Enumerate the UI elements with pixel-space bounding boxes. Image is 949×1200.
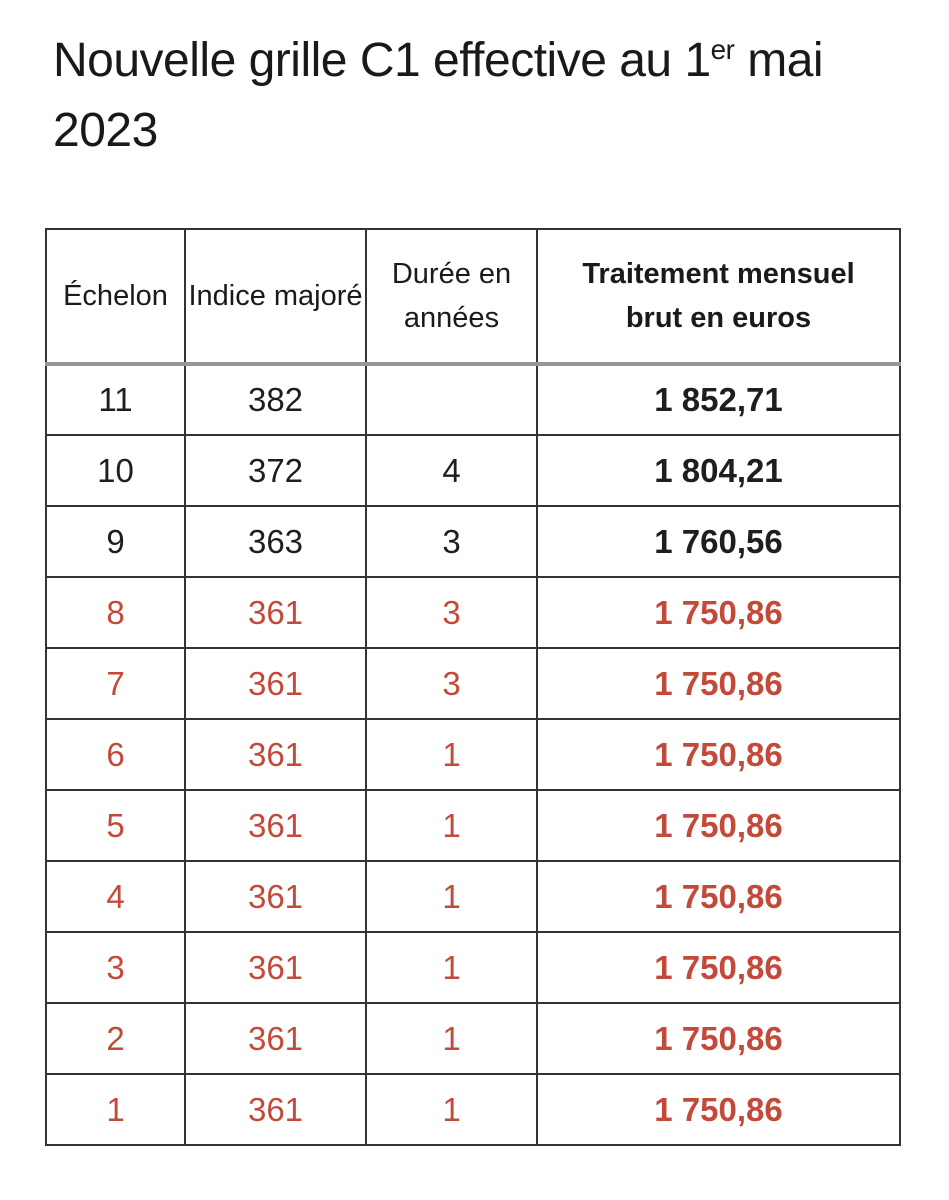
table-row: 1 361 1 1 750,86 <box>45 1073 901 1146</box>
table-row: 6 361 1 1 750,86 <box>45 718 901 791</box>
indice-majore-cell: 363 <box>184 505 367 578</box>
echelon-cell: 3 <box>45 931 186 1004</box>
header-echelon-label: Échelon <box>63 280 168 312</box>
traitement-mensuel-cell: 1 750,86 <box>536 789 901 862</box>
header-duree-annees-line2: années <box>403 302 500 334</box>
table-row: 9 363 3 1 760,56 <box>45 505 901 578</box>
header-indice-majore: Indice majoré <box>184 228 367 366</box>
table-row: 8 361 3 1 750,86 <box>45 576 901 649</box>
indice-majore-cell: 361 <box>184 789 367 862</box>
table-row: 11 382 1 852,71 <box>45 363 901 436</box>
table-header: Échelon Indice majoré Durée en années Tr… <box>45 228 901 366</box>
table-row: 2 361 1 1 750,86 <box>45 1002 901 1075</box>
indice-majore-cell: 361 <box>184 576 367 649</box>
echelon-cell: 10 <box>45 434 186 507</box>
echelon-cell: 11 <box>45 363 186 436</box>
traitement-mensuel-cell: 1 750,86 <box>536 1073 901 1146</box>
duree-annees-cell: 3 <box>365 576 538 649</box>
header-traitement-mensuel-line2: brut en euros <box>625 302 812 334</box>
echelon-cell: 9 <box>45 505 186 578</box>
echelon-cell: 1 <box>45 1073 186 1146</box>
duree-annees-cell: 1 <box>365 718 538 791</box>
duree-annees-cell: 3 <box>365 505 538 578</box>
table-row: 10 372 4 1 804,21 <box>45 434 901 507</box>
duree-annees-cell: 1 <box>365 789 538 862</box>
echelon-cell: 5 <box>45 789 186 862</box>
echelon-cell: 6 <box>45 718 186 791</box>
indice-majore-cell: 372 <box>184 434 367 507</box>
traitement-mensuel-cell: 1 760,56 <box>536 505 901 578</box>
indice-majore-cell: 361 <box>184 1073 367 1146</box>
duree-annees-cell: 1 <box>365 1073 538 1146</box>
duree-annees-cell: 4 <box>365 434 538 507</box>
header-traitement-mensuel-line1: Traitement mensuel <box>582 258 855 290</box>
page-title: Nouvelle grille C1 effective au 1er mai … <box>0 0 880 166</box>
table-body: 11 382 1 852,71 10 372 4 1 804,21 9 363 3 1 760,56… <box>45 363 901 1146</box>
table-row: 3 361 1 1 750,86 <box>45 931 901 1004</box>
traitement-mensuel-cell: 1 750,86 <box>536 931 901 1004</box>
traitement-mensuel-cell: 1 750,86 <box>536 647 901 720</box>
echelon-cell: 7 <box>45 647 186 720</box>
table-header-row: Échelon Indice majoré Durée en années Tr… <box>45 228 901 366</box>
traitement-mensuel-cell: 1 852,71 <box>536 363 901 436</box>
echelon-cell: 2 <box>45 1002 186 1075</box>
duree-annees-cell: 1 <box>365 860 538 933</box>
table-row: 4 361 1 1 750,86 <box>45 860 901 933</box>
salary-grid-table: Échelon Indice majoré Durée en années Tr… <box>45 228 901 1146</box>
traitement-mensuel-cell: 1 804,21 <box>536 434 901 507</box>
salary-grid-container: Échelon Indice majoré Durée en années Tr… <box>45 228 949 1146</box>
header-duree-annees: Durée en années <box>365 228 538 366</box>
indice-majore-cell: 361 <box>184 860 367 933</box>
header-traitement-mensuel: Traitement mensuel brut en euros <box>536 228 901 366</box>
traitement-mensuel-cell: 1 750,86 <box>536 860 901 933</box>
traitement-mensuel-cell: 1 750,86 <box>536 718 901 791</box>
header-duree-annees-line1: Durée en <box>391 258 512 290</box>
indice-majore-cell: 382 <box>184 363 367 436</box>
duree-annees-cell: 3 <box>365 647 538 720</box>
page-title-text-after: mai 2023 <box>53 34 824 157</box>
traitement-mensuel-cell: 1 750,86 <box>536 576 901 649</box>
duree-annees-cell <box>365 363 538 436</box>
table-row: 7 361 3 1 750,86 <box>45 647 901 720</box>
header-echelon: Échelon <box>45 228 186 366</box>
header-indice-majore-label: Indice majoré <box>188 280 363 312</box>
duree-annees-cell: 1 <box>365 931 538 1004</box>
indice-majore-cell: 361 <box>184 1002 367 1075</box>
indice-majore-cell: 361 <box>184 647 367 720</box>
traitement-mensuel-cell: 1 750,86 <box>536 1002 901 1075</box>
echelon-cell: 4 <box>45 860 186 933</box>
indice-majore-cell: 361 <box>184 931 367 1004</box>
table-row: 5 361 1 1 750,86 <box>45 789 901 862</box>
echelon-cell: 8 <box>45 576 186 649</box>
duree-annees-cell: 1 <box>365 1002 538 1075</box>
indice-majore-cell: 361 <box>184 718 367 791</box>
page-title-text: Nouvelle grille C1 effective au 1 <box>53 34 711 87</box>
page-title-superscript: er <box>710 34 735 65</box>
